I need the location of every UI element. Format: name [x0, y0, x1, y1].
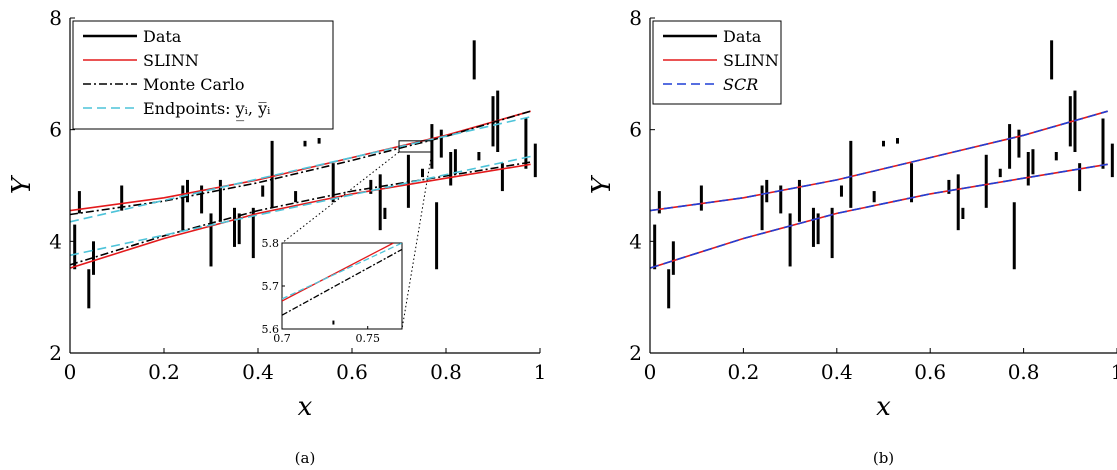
legend-label: Monte Carlo	[143, 75, 244, 94]
panel-caption: (b)	[873, 449, 894, 467]
x-tick-label: 0.8	[430, 360, 462, 384]
x-tick-label: 0	[64, 360, 77, 384]
legend-label: Endpoints: y̲ᵢ, y̅ᵢ	[143, 99, 270, 121]
x-tick-label: 0	[644, 360, 657, 384]
y-tick-label: 4	[49, 229, 62, 253]
inset-line	[282, 243, 394, 302]
chart-panel-b: 0 0.2 0.4 0.6 0.8 1 2 4 6 8 x Y (b) Data SLINN SCR	[587, 6, 1117, 467]
legend-label: Data	[143, 27, 182, 46]
x-tick-label: 0.2	[727, 360, 759, 384]
series-line-end_lower	[70, 155, 531, 257]
legend-label: Data	[723, 27, 762, 46]
y-tick-label: 6	[629, 118, 642, 142]
zoom-region-box	[398, 140, 433, 153]
y-axis-label: Y	[7, 174, 37, 194]
y-tick-label: 2	[49, 341, 62, 365]
series-line-mc_lower	[70, 161, 531, 266]
x-tick-label: 0.8	[1008, 360, 1040, 384]
y-axis-label: Y	[587, 174, 617, 194]
legend: Data SLINN SCR	[652, 20, 782, 105]
series-lines	[650, 110, 1108, 269]
zoom-inset: 0.7 0.75 5.6 5.7 5.8	[262, 140, 433, 345]
series-line-slinn_lower	[70, 163, 531, 269]
series-line-end_upper	[70, 116, 531, 223]
inset-y-tick-label: 5.7	[262, 280, 280, 293]
x-tick-label: 1	[534, 360, 547, 384]
x-tick-label: 0.4	[242, 360, 274, 384]
series-line-slinn_upper	[650, 110, 1108, 212]
x-tick-label: 0.6	[914, 360, 946, 384]
legend-label: SLINN	[143, 51, 199, 70]
inset-line	[282, 248, 402, 316]
legend-box	[72, 20, 334, 130]
series-line-scr_lower	[650, 163, 1108, 269]
y-tick-label: 8	[629, 6, 642, 30]
y-tick-label: 6	[49, 118, 62, 142]
x-tick-label: 0.2	[148, 360, 180, 384]
legend-label: SCR	[723, 75, 758, 94]
y-tick-label: 8	[49, 6, 62, 30]
inset-lines	[282, 243, 402, 325]
inset-y-tick-label: 5.6	[262, 323, 280, 336]
y-tick-label: 4	[629, 229, 642, 253]
x-tick-label: 0.4	[821, 360, 853, 384]
series-lines	[70, 110, 531, 269]
ticks: 0 0.2 0.4 0.6 0.8 1 2 4 6 8	[629, 6, 1117, 384]
inset-data-point	[332, 320, 335, 325]
x-tick-label: 1	[1111, 360, 1117, 384]
series-line-slinn_lower	[650, 163, 1108, 269]
y-tick-label: 2	[629, 341, 642, 365]
inset-frame	[281, 242, 403, 330]
legend-label: SLINN	[723, 51, 779, 70]
ticks: 0 0.2 0.4 0.6 0.8 1 2 4 6 8	[49, 6, 546, 384]
zoom-connector	[281, 151, 400, 244]
inset-x-tick-label: 0.7	[273, 332, 291, 345]
inset-x-tick-label: 0.75	[355, 332, 380, 345]
legend: Data SLINN Monte Carlo Endpoints: y̲ᵢ, y̅ᵢ	[72, 20, 334, 130]
data-intervals	[653, 40, 1114, 309]
x-axis-label: x	[876, 392, 891, 422]
inset-y-tick-label: 5.8	[262, 237, 280, 250]
x-tick-label: 0.6	[336, 360, 368, 384]
series-line-scr_upper	[650, 110, 1108, 212]
inset-line	[282, 243, 402, 300]
panel-caption: (a)	[295, 449, 316, 467]
chart-panel-a: 0 0.2 0.4 0.6 0.8 1 2 4 6 8 x Y (a) Data SLINN Monte Ca…	[7, 6, 546, 467]
x-axis-label: x	[298, 392, 313, 422]
